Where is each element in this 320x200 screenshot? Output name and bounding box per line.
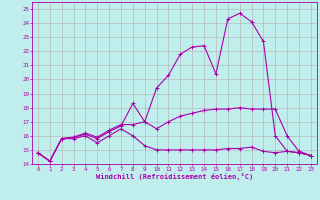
X-axis label: Windchill (Refroidissement éolien,°C): Windchill (Refroidissement éolien,°C) [96,173,253,180]
